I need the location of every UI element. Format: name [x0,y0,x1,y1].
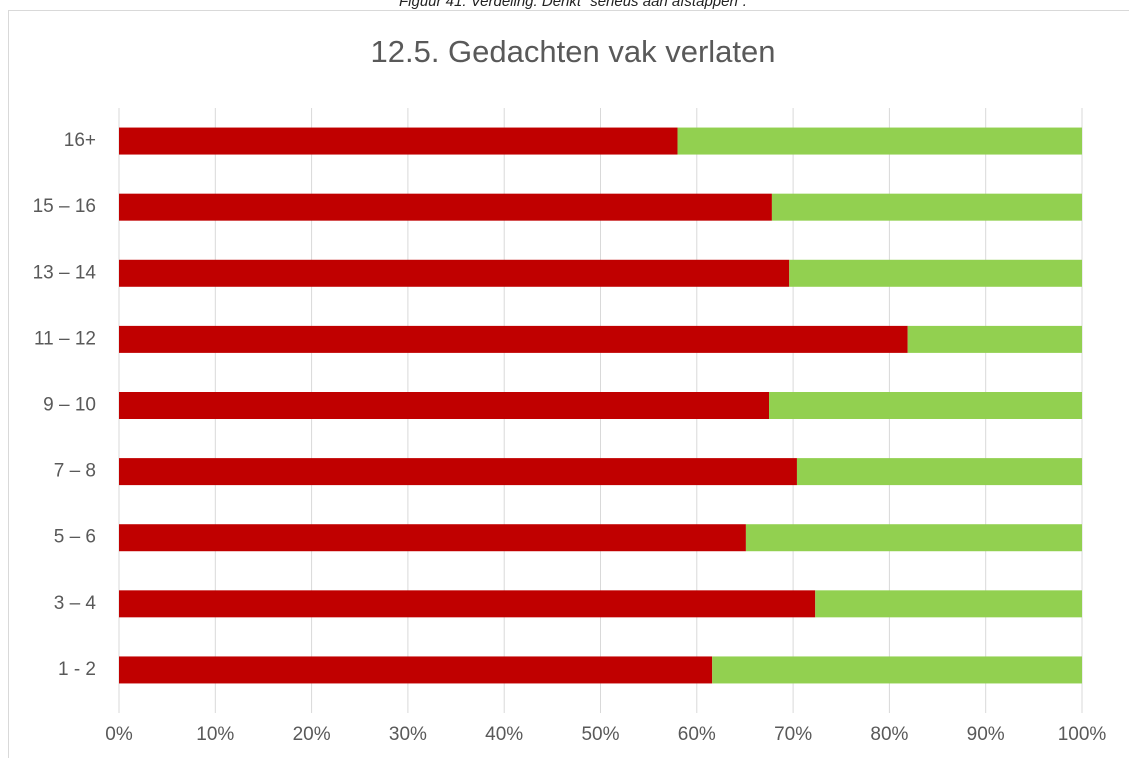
y-tick-label: 16+ [64,130,96,151]
bar-segment [119,458,797,486]
x-tick-label: 70% [774,724,812,745]
bar-segment [769,392,1082,419]
x-tick-label: 90% [967,724,1005,745]
x-tick-label: 30% [389,724,427,745]
y-tick-label: 1 - 2 [58,659,96,680]
x-tick-label: 10% [196,724,234,745]
y-tick-label: 11 – 12 [34,328,96,349]
chart-border [8,10,1129,758]
caption: Figuur 41: Verdeling: Denkt “serieus aan… [399,0,747,10]
x-tick-label: 20% [293,724,331,745]
bar-segment [119,392,770,419]
chart-title: 12.5. Gedachten vak verlaten [371,34,776,69]
bar-segment [119,656,713,684]
bar-segment [712,656,1082,684]
y-tick-label: 3 – 4 [54,593,97,614]
y-tick-label: 15 – 16 [33,196,96,217]
bar-segment [119,590,816,618]
bar-segment [815,590,1082,618]
x-tick-label: 50% [581,724,619,745]
bar-segment [119,127,678,155]
bar-segment [119,325,908,353]
bar-segment [745,524,1082,552]
x-tick-label: 80% [870,724,908,745]
bar-segment [677,127,1082,155]
bar-segment [119,259,790,287]
bar-segment [119,193,772,221]
y-tick-label: 13 – 14 [33,262,97,283]
bar-segment [771,193,1082,221]
bar-segment [119,524,746,552]
y-tick-label: 7 – 8 [54,461,96,482]
bar-segment [789,259,1082,287]
bar-segment [907,325,1082,353]
x-tick-label: 100% [1058,724,1107,745]
bar-segment [796,458,1082,486]
x-tick-label: 0% [105,724,133,745]
x-tick-label: 40% [485,724,523,745]
y-tick-label: 5 – 6 [54,527,96,548]
x-tick-label: 60% [678,724,716,745]
y-tick-label: 9 – 10 [43,395,96,416]
